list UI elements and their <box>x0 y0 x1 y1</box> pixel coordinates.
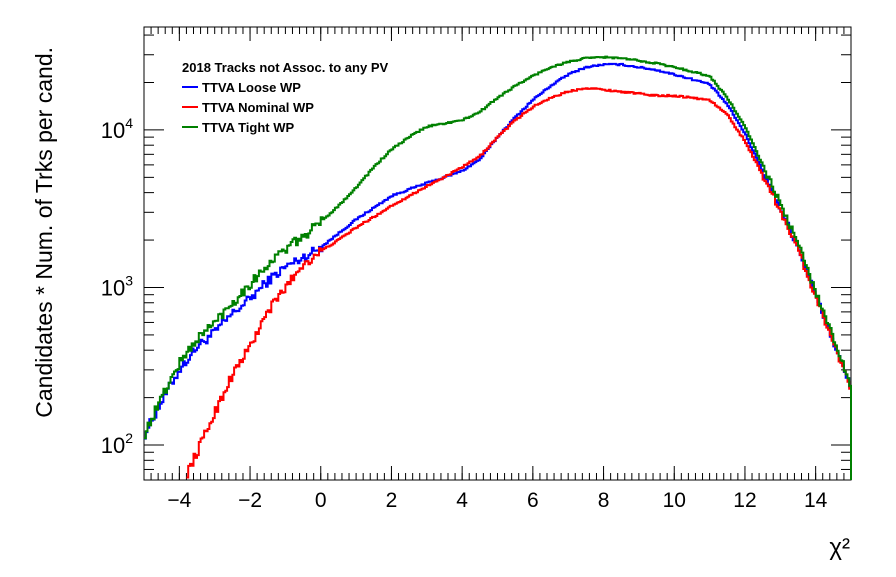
x-tick-label: 6 <box>527 489 539 512</box>
legend-header: 2018 Tracks not Assoc. to any PV <box>182 60 388 75</box>
x-tick-label: 8 <box>598 489 610 512</box>
x-tick-label: −4 <box>167 489 191 512</box>
x-tick-label: −2 <box>238 489 262 512</box>
data-series <box>144 55 852 480</box>
axis-ticks: −4 −2 0 2 4 6 8 10 12 14 102 103 104 <box>101 27 852 512</box>
series-line-3 <box>144 55 852 480</box>
x-tick-label: 2 <box>386 489 398 512</box>
y-tick-label: 104 <box>101 115 133 143</box>
legend-label: TTVA Loose WP <box>202 80 301 95</box>
x-axis-label: χ² <box>829 534 850 561</box>
y-tick-label: 102 <box>101 430 133 458</box>
x-tick-label: 4 <box>456 489 468 512</box>
x-tick-label: 10 <box>663 489 686 512</box>
series-line-2 <box>186 87 852 480</box>
y-tick-label: 103 <box>101 272 133 300</box>
x-tick-label: 12 <box>733 489 756 512</box>
legend-label: TTVA Nominal WP <box>202 100 314 115</box>
legend-label: TTVA Tight WP <box>202 120 295 135</box>
y-axis-label: Candidates * Num. of Trks per cand. <box>31 47 57 418</box>
x-tick-label: 14 <box>804 489 828 512</box>
legend: 2018 Tracks not Assoc. to any PV TTVA Lo… <box>182 60 388 135</box>
x-tick-label: 0 <box>315 489 327 512</box>
